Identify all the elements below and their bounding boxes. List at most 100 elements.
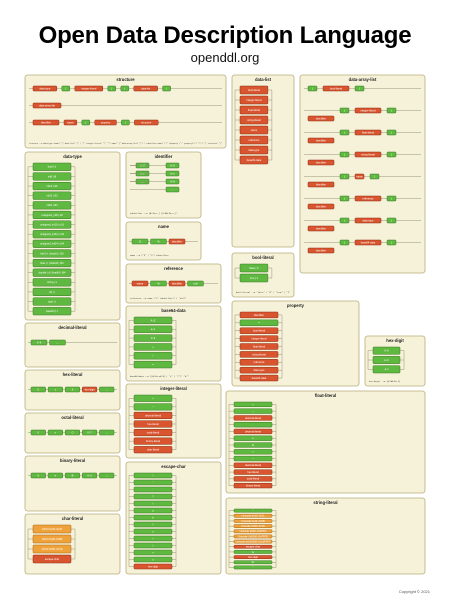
node-unicode-0x010000-0x10ffff: Unicode 0x010000–0x10FFFF [233, 539, 273, 544]
node-box [133, 446, 173, 454]
node-box [133, 556, 173, 563]
node-base64-z: base64 | z [32, 307, 72, 316]
node-label: integer-literal [81, 86, 96, 90]
node-label: \U [252, 560, 255, 564]
node-label: identifier [316, 160, 326, 164]
node-label: " [253, 565, 254, 569]
node-label: a–z [140, 172, 145, 175]
node-box [32, 259, 72, 268]
node-label: escape-char [246, 545, 260, 549]
node-binary-literal: binary-literal [233, 482, 273, 489]
node-box [47, 386, 63, 393]
panel-title: binary-literal [60, 458, 85, 463]
node-label: float-literal [248, 108, 260, 112]
node-label: reference [254, 360, 266, 364]
node-label: Unicode 0xE000–0xFFFD [238, 534, 268, 538]
node-label: bool-literal [330, 86, 342, 90]
node-box [307, 247, 335, 254]
node-box [239, 343, 279, 350]
node-label: name [137, 282, 144, 285]
node-label: . [253, 424, 254, 427]
node-integer-literal: integer-literal [74, 85, 104, 92]
node-structure: structure [134, 119, 159, 126]
node-box [32, 544, 72, 554]
node-box [307, 159, 335, 166]
node-label: \ [153, 501, 154, 505]
node-a-z: A–Z [133, 316, 173, 325]
node-label: integer-literal [361, 108, 376, 112]
node-symbol: = [133, 360, 173, 369]
node-label: false | 0 [249, 266, 259, 270]
panel-binary-literal: binary-literal 0 b B 0–1 _ [24, 455, 121, 512]
node-box [339, 195, 350, 202]
node-symbol: } [386, 129, 397, 136]
node-label: } [166, 86, 167, 90]
node-box [99, 472, 115, 479]
node-b: B [64, 472, 81, 479]
node-box [133, 514, 173, 521]
node-name: name [63, 119, 78, 126]
node-box [32, 172, 72, 181]
node-label: data-list [141, 86, 150, 90]
node-symbol: = [239, 319, 279, 327]
panel-title: decimal-literal [58, 325, 86, 330]
node-box [133, 472, 173, 479]
panel-string-literal: string-literal"Unicode 0x20–0x21Unicode … [225, 497, 426, 575]
node-box [354, 217, 382, 224]
node-identifier: identifier [307, 247, 335, 254]
node-box [239, 351, 279, 358]
node-box [133, 352, 173, 360]
node-label: a [152, 509, 154, 512]
node-0-9: 0–9 [133, 334, 173, 342]
node-int16-i16: int16 | i16 [32, 182, 72, 191]
node-box [134, 119, 159, 126]
node-box [74, 85, 104, 92]
node-float-literal: float-literal [239, 105, 269, 115]
node-label: data-type [249, 148, 260, 152]
node-box [372, 356, 401, 364]
node-box [354, 107, 382, 114]
node-label: e [252, 437, 254, 440]
panel-title: char-literal [62, 516, 83, 521]
node-box [133, 334, 173, 342]
node-label: a–z [170, 172, 175, 175]
node-box [239, 135, 269, 145]
node-a-f: A–F [372, 356, 401, 364]
node-box [233, 428, 273, 435]
node-label: } [374, 174, 375, 178]
panel-title: structure [116, 77, 135, 82]
panel-background [125, 151, 202, 219]
node-name: name [239, 125, 269, 135]
node-box [94, 119, 117, 126]
node-v: v [133, 549, 173, 556]
node-label: [ [65, 86, 66, 90]
node-label: data-type [363, 218, 374, 222]
node-decimal-literal: decimal-literal [233, 428, 273, 435]
node-box [354, 151, 382, 158]
node-label: name [67, 121, 74, 124]
node-box [307, 203, 335, 210]
node-unsigned-int8-u8: unsigned_int8 | u8 [32, 210, 72, 219]
node-label: binary-literal [146, 439, 161, 443]
panel-title: identifier [155, 154, 173, 159]
node-symbol: _ [99, 429, 115, 436]
node-box [133, 521, 173, 528]
node-identifier: identifier [239, 311, 279, 319]
node-label: $ [139, 239, 141, 243]
node-label: string-literal [361, 152, 375, 156]
node-box [133, 85, 158, 92]
node-label: A–Z [151, 318, 156, 322]
node-label: x [152, 558, 154, 561]
node-symbol: _ [165, 186, 180, 193]
node-label: a–z [151, 328, 156, 331]
node-hex-literal: hex-literal [233, 469, 273, 475]
node-box [233, 539, 273, 544]
node-x: x [133, 556, 173, 563]
node-0-9: 0–9 [165, 178, 180, 185]
node-symbol: _ [49, 339, 66, 346]
node-label: unsigned_int16 | u16 [40, 222, 65, 226]
node-unicode-0xa0-0xd7ff: Unicode 0xA0–0xD7FF [233, 529, 273, 533]
node-label: identifier [316, 116, 326, 120]
